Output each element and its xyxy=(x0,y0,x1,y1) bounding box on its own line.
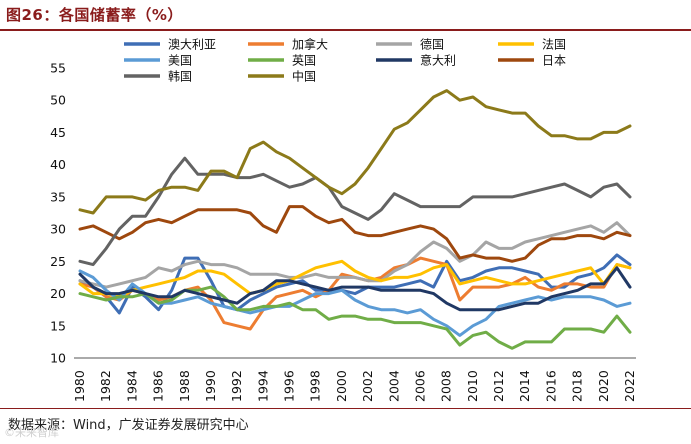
chart-plot-area xyxy=(78,89,632,350)
x-tick-label: 2020 xyxy=(596,370,611,402)
legend-label: 意大利 xyxy=(420,53,456,68)
x-tick-label: 1986 xyxy=(151,370,166,402)
figure-title: 图26：各国储蓄率（%） xyxy=(6,6,183,24)
y-tick-label: 15 xyxy=(50,318,66,333)
legend-item: 法国 xyxy=(498,38,566,52)
x-tick-label: 1998 xyxy=(308,370,323,402)
x-tick-label: 1982 xyxy=(98,370,113,402)
y-tick-label: 55 xyxy=(50,61,66,76)
y-tick-label: 30 xyxy=(50,222,66,237)
x-tick-label: 2018 xyxy=(570,370,585,402)
legend-label: 澳大利亚 xyxy=(168,38,216,52)
x-tick-label: 1996 xyxy=(282,370,297,402)
chart-axes: 10 15 20 25 30 35 40 45 50 55 1980 1982 1984 1986 1988… xyxy=(50,61,637,403)
legend-label: 德国 xyxy=(420,37,444,52)
watermark: ©未来智库 xyxy=(4,426,59,439)
source-note: 数据来源：Wind，广发证券发展研究中心 xyxy=(8,418,249,433)
legend-item: 美国 xyxy=(124,54,192,68)
x-tick-label: 1990 xyxy=(203,370,218,402)
legend-label: 中国 xyxy=(292,69,316,84)
legend-item: 日本 xyxy=(498,54,566,68)
x-tick-label: 2022 xyxy=(622,370,637,402)
x-tick-label: 1988 xyxy=(177,370,192,402)
footer-divider xyxy=(0,408,691,409)
y-tick-label: 50 xyxy=(50,93,66,108)
legend-item: 英国 xyxy=(248,54,316,68)
legend-label: 美国 xyxy=(168,54,192,68)
legend-item: 中国 xyxy=(248,69,316,84)
series-line-德国 xyxy=(78,221,632,289)
series-line-意大利 xyxy=(78,266,632,312)
y-tick-label: 25 xyxy=(50,254,66,269)
legend-label: 加拿大 xyxy=(292,37,328,52)
series-line-美国 xyxy=(78,269,632,337)
x-tick-label: 2012 xyxy=(491,370,506,402)
legend-label: 英国 xyxy=(292,54,316,68)
legend-item: 加拿大 xyxy=(248,37,328,52)
title-divider xyxy=(0,29,691,31)
y-tick-label: 45 xyxy=(50,125,66,140)
legend-item: 德国 xyxy=(376,37,444,52)
legend-item: 澳大利亚 xyxy=(124,38,216,52)
x-tick-label: 2010 xyxy=(465,370,480,402)
y-tick-label: 20 xyxy=(50,286,66,301)
x-tick-label: 1984 xyxy=(124,370,139,402)
y-tick-label: 40 xyxy=(50,157,66,172)
series-line-法国 xyxy=(78,259,632,299)
x-tick-label: 1992 xyxy=(229,370,244,402)
y-tick-label: 35 xyxy=(50,189,66,204)
x-tick-label: 2002 xyxy=(360,370,375,402)
series-line-英国 xyxy=(78,285,632,350)
legend-label: 法国 xyxy=(542,38,566,52)
legend-item: 意大利 xyxy=(376,53,456,68)
legend-label: 韩国 xyxy=(168,69,192,84)
x-tick-label: 1994 xyxy=(255,370,270,402)
series-line-日本 xyxy=(78,205,632,263)
x-tick-label: 2016 xyxy=(543,370,558,402)
x-tick-label: 1980 xyxy=(72,370,87,402)
x-tick-label: 2000 xyxy=(334,370,349,402)
series-line-中国 xyxy=(78,89,632,215)
legend-item: 韩国 xyxy=(124,69,192,84)
series-line-澳大利亚 xyxy=(78,253,632,315)
x-tick-label: 2004 xyxy=(386,370,401,402)
series-line-韩国 xyxy=(78,156,632,267)
y-tick-label: 10 xyxy=(50,351,66,366)
legend-label: 日本 xyxy=(542,54,566,68)
x-tick-label: 2014 xyxy=(517,370,532,402)
x-tick-label: 2008 xyxy=(439,370,454,402)
x-tick-label: 2006 xyxy=(412,370,427,402)
